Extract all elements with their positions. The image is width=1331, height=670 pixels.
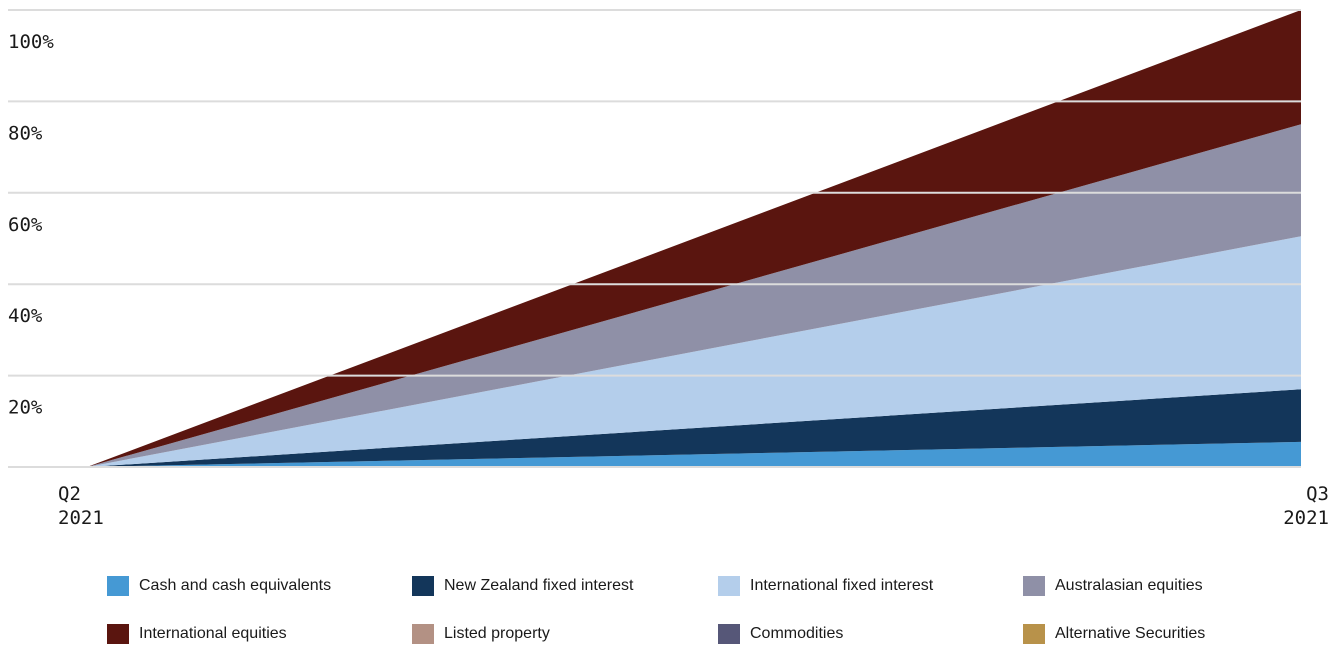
y-tick-label-1: 40% <box>8 305 43 327</box>
legend-swatch-5 <box>412 624 434 644</box>
legend-item-2: International fixed interest <box>718 576 933 596</box>
legend-label-1: New Zealand fixed interest <box>444 577 634 594</box>
y-tick-label-4: 100% <box>8 31 54 53</box>
y-tick-label-3: 80% <box>8 122 43 144</box>
stacked-area-chart: 20% 40% 60% 80% 100% Q2 2021 Q3 2021 <box>8 9 1329 529</box>
legend-swatch-6 <box>718 624 740 644</box>
legend-label-3: Australasian equities <box>1055 577 1203 594</box>
legend-item-7: Alternative Securities <box>1023 624 1205 644</box>
x-tick-label-0: Q2 2021 <box>58 483 104 529</box>
y-axis-ticks: 20% 40% 60% 80% 100% <box>8 31 54 419</box>
legend-label-7: Alternative Securities <box>1055 625 1206 642</box>
chart-gridlines <box>8 9 1301 468</box>
legend-label-4: International equities <box>139 625 287 642</box>
y-tick-label-2: 60% <box>8 214 43 236</box>
legend-swatch-4 <box>107 624 129 644</box>
area-series-4 <box>87 10 1301 467</box>
legend-label-0: Cash and cash equivalents <box>139 577 332 594</box>
x-tick-label-1: Q3 2021 <box>1283 483 1329 529</box>
legend-swatch-3 <box>1023 576 1045 596</box>
x-axis-ticks: Q2 2021 Q3 2021 <box>58 483 1329 529</box>
legend-label-5: Listed property <box>444 625 550 642</box>
legend-swatch-7 <box>1023 624 1045 644</box>
chart-areas <box>87 10 1301 467</box>
legend-label-6: Commodities <box>750 625 844 642</box>
legend-item-3: Australasian equities <box>1023 576 1203 596</box>
legend-item-1: New Zealand fixed interest <box>412 576 633 596</box>
legend-item-0: Cash and cash equivalents <box>107 576 331 596</box>
legend-swatch-2 <box>718 576 740 596</box>
legend-item-6: Commodities <box>718 624 843 644</box>
legend-label-2: International fixed interest <box>750 577 934 594</box>
legend-item-5: Listed property <box>412 624 550 644</box>
y-tick-label-0: 20% <box>8 397 43 419</box>
area-series-2 <box>87 236 1301 467</box>
area-series-7 <box>87 10 1301 467</box>
legend-swatch-0 <box>107 576 129 596</box>
legend-swatch-1 <box>412 576 434 596</box>
legend-item-4: International equities <box>107 624 287 644</box>
